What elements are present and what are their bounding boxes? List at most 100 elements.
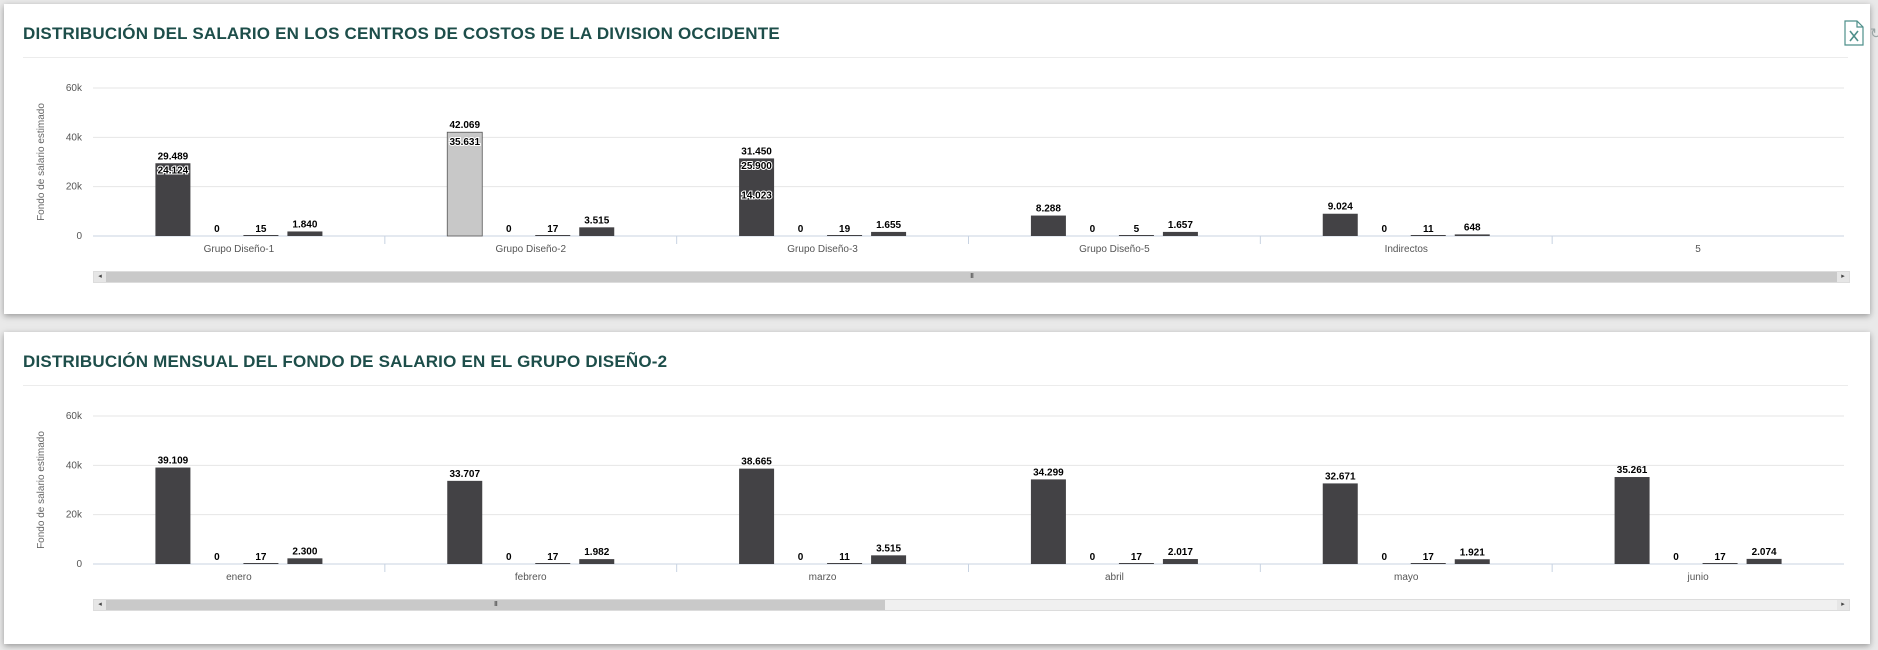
data-label: 3.515 <box>584 215 609 226</box>
overlay-data-label: 24.124 <box>158 165 189 176</box>
data-label: 17 <box>1131 552 1143 563</box>
overlay-data-label: 14.023 <box>741 190 772 201</box>
chart-horizontal-scrollbar[interactable]: ◂ III ▸ <box>93 271 1850 283</box>
scrollbar-grip: III <box>494 601 498 608</box>
data-label: 0 <box>1090 224 1096 235</box>
overlay-data-label: 25.900 <box>741 161 772 172</box>
bar-chart-centros-costos: Fondo de salario estimado 0 20k 40k 60k Grupo… <box>36 83 1844 255</box>
bar <box>871 555 907 564</box>
data-label: 32.671 <box>1325 471 1356 482</box>
y-tick-label: 20k <box>66 182 83 193</box>
bar <box>155 163 191 236</box>
x-tick-label: Grupo Diseño-3 <box>787 244 858 255</box>
data-label: 648 <box>1464 222 1481 233</box>
x-tick-label: junio <box>1687 572 1710 583</box>
data-label: 11 <box>1423 224 1434 235</box>
data-label: 35.261 <box>1617 465 1648 476</box>
panel-title: DISTRIBUCIÓN MENSUAL DEL FONDO DE SALARI… <box>23 352 668 371</box>
chart-panel-mensual: DISTRIBUCIÓN MENSUAL DEL FONDO DE SALARI… <box>4 332 1870 644</box>
bar <box>1030 479 1066 564</box>
data-label: 0 <box>798 552 804 563</box>
overlay-data-label: 35.631 <box>449 137 480 148</box>
y-axis-label: Fondo de salario estimado <box>36 103 47 221</box>
bar <box>155 467 191 564</box>
x-tick-label: abril <box>1105 572 1124 583</box>
data-label: 38.665 <box>741 457 772 468</box>
x-tick-label: Grupo Diseño-5 <box>1079 244 1150 255</box>
bar <box>1162 559 1198 564</box>
bar-chart-mensual: Fondo de salario estimado 0 20k 40k 60k enero… <box>36 411 1844 583</box>
bar <box>447 480 483 564</box>
data-label: 0 <box>798 224 804 235</box>
chart-panel-centros-costos: DISTRIBUCIÓN DEL SALARIO EN LOS CENTROS … <box>4 4 1878 314</box>
chart-horizontal-scrollbar[interactable]: ◂ III ▸ <box>93 599 1850 611</box>
bar <box>1454 559 1490 564</box>
data-label: 2.017 <box>1168 547 1193 558</box>
data-label: 17 <box>255 552 267 563</box>
y-tick-label: 20k <box>66 510 83 521</box>
data-label: 15 <box>255 224 267 235</box>
bar <box>243 235 279 236</box>
bar <box>871 231 907 236</box>
excel-export-icon[interactable] <box>1844 20 1864 46</box>
data-label: 1.840 <box>292 219 317 230</box>
bar <box>1454 234 1490 236</box>
bar <box>579 227 615 236</box>
x-tick-label: Grupo Diseño-2 <box>495 244 566 255</box>
data-label: 3.515 <box>876 543 901 554</box>
bar <box>739 158 775 236</box>
scroll-left-arrow-icon[interactable]: ◂ <box>94 600 106 610</box>
data-label: 1.982 <box>584 547 609 558</box>
refresh-icon[interactable]: ↻ <box>1870 25 1878 41</box>
data-label: 17 <box>547 552 559 563</box>
data-label: 1.921 <box>1460 547 1485 558</box>
x-tick-label: Grupo Diseño-1 <box>204 244 275 255</box>
bar <box>1030 215 1066 236</box>
bar <box>287 558 323 564</box>
data-label: 2.300 <box>292 546 317 557</box>
x-tick-label: enero <box>226 572 252 583</box>
bar <box>827 563 863 564</box>
title-divider <box>23 57 1848 58</box>
bar <box>243 563 279 564</box>
data-label: 11 <box>839 552 850 563</box>
y-axis-label: Fondo de salario estimado <box>36 431 47 549</box>
data-label: 29.489 <box>158 151 189 162</box>
scroll-right-arrow-icon[interactable]: ▸ <box>1837 272 1849 282</box>
bar <box>1702 563 1738 564</box>
y-tick-label: 40k <box>66 460 83 471</box>
title-divider <box>23 385 1848 386</box>
data-label: 1.655 <box>876 220 901 231</box>
data-label: 2.074 <box>1752 547 1777 558</box>
bar <box>827 235 863 236</box>
scrollbar-thumb[interactable]: III <box>106 272 1837 282</box>
bar <box>535 563 571 564</box>
data-label: 0 <box>1673 552 1679 563</box>
data-label: 1.657 <box>1168 220 1193 231</box>
bar <box>535 235 571 236</box>
data-label: 39.109 <box>158 456 189 467</box>
bar <box>1322 213 1358 236</box>
y-tick-label: 60k <box>66 411 83 422</box>
y-tick-label: 60k <box>66 83 83 94</box>
bar <box>1162 231 1198 236</box>
data-label: 31.450 <box>741 146 772 157</box>
bar <box>579 559 615 564</box>
panel-title: DISTRIBUCIÓN DEL SALARIO EN LOS CENTROS … <box>23 24 780 43</box>
data-label: 8.288 <box>1036 204 1061 215</box>
data-label: 33.707 <box>449 469 480 480</box>
data-label: 34.299 <box>1033 467 1064 478</box>
bar <box>1746 558 1782 564</box>
scroll-left-arrow-icon[interactable]: ◂ <box>94 272 106 282</box>
bar <box>739 468 775 564</box>
data-label: 5 <box>1134 224 1140 235</box>
data-label: 0 <box>1381 224 1387 235</box>
x-tick-label: mayo <box>1394 572 1419 583</box>
data-label: 0 <box>1381 552 1387 563</box>
data-label: 17 <box>1423 552 1435 563</box>
scroll-right-arrow-icon[interactable]: ▸ <box>1837 600 1849 610</box>
data-label: 0 <box>506 552 512 563</box>
x-tick-label: Indirectos <box>1385 244 1428 255</box>
scrollbar-thumb[interactable]: III <box>106 600 885 610</box>
data-label: 0 <box>1090 552 1096 563</box>
